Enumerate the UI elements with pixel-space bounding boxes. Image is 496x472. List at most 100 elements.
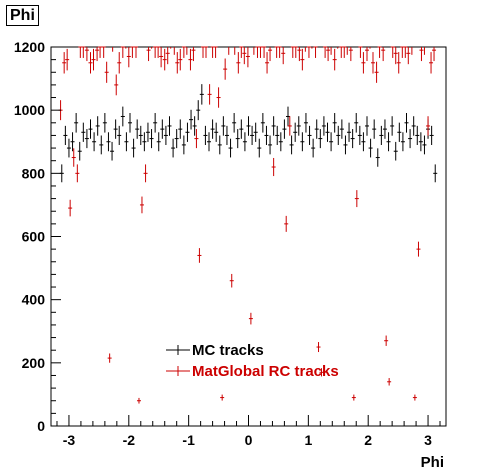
mc-tracks-point: [415, 125, 420, 146]
mc-tracks-point: [99, 135, 104, 155]
mc-tracks-point: [156, 132, 161, 152]
matglobal-rc-tracks-point: [236, 52, 241, 74]
matglobal-rc-tracks-point: [316, 342, 321, 353]
mc-tracks-point: [84, 129, 89, 149]
matglobal-rc-tracks-point: [374, 61, 379, 83]
matglobal-rc-tracks-point: [287, 116, 292, 136]
mc-tracks-point: [296, 116, 301, 136]
mc-tracks-point: [66, 138, 71, 158]
matglobal-rc-tracks-point: [403, 46, 408, 58]
y-tick-label: 1000: [14, 102, 45, 118]
matglobal-rc-tracks-point: [419, 47, 424, 62]
mc-tracks-point: [160, 119, 165, 139]
mc-tracks-point: [113, 119, 118, 139]
mc-tracks-point: [239, 119, 244, 139]
mc-tracks-point: [77, 141, 82, 161]
mc-tracks-point: [404, 113, 409, 133]
mc-tracks-point: [210, 119, 215, 139]
matglobal-rc-tracks-point: [377, 46, 382, 58]
x-tick-label: 2: [364, 432, 372, 448]
x-tick-label: 1: [304, 432, 312, 448]
matglobal-rc-tracks-point: [216, 87, 221, 108]
matglobal-rc-tracks-point: [114, 74, 119, 96]
mc-tracks-point: [268, 135, 273, 155]
matglobal-rc-tracks-point: [258, 46, 263, 58]
mc-tracks-point: [167, 116, 172, 136]
mc-tracks-point: [260, 113, 265, 133]
matglobal-rc-tracks-point: [159, 47, 164, 68]
mc-tracks-point: [343, 135, 348, 155]
matglobal-rc-tracks-point: [146, 47, 151, 62]
mc-tracks-point: [117, 125, 122, 146]
mc-tracks-point: [329, 132, 334, 152]
matglobal-rc-tracks-point: [348, 47, 353, 62]
mc-tracks-point: [228, 138, 233, 158]
mc-tracks-point: [95, 116, 100, 136]
matglobal-rc-tracks-point: [271, 157, 276, 177]
mc-tracks-point: [138, 125, 143, 146]
mc-tracks-point: [393, 141, 398, 161]
mc-tracks-point: [271, 116, 276, 136]
matglobal-rc-tracks-point: [265, 52, 270, 74]
matglobal-rc-tracks-point: [393, 47, 398, 65]
mc-tracks-point: [70, 132, 75, 152]
matglobal-rc-tracks-point: [162, 48, 167, 71]
matglobal-rc-tracks-point: [342, 46, 347, 58]
mc-tracks-point: [171, 138, 176, 158]
mc-tracks-point: [250, 125, 255, 146]
matglobal-rc-tracks-point: [306, 46, 311, 58]
mc-tracks-point: [124, 132, 129, 152]
mc-tracks-point: [433, 164, 438, 183]
matglobal-rc-tracks-point: [332, 48, 337, 71]
matglobal-rc-tracks-point: [104, 61, 109, 83]
matglobal-rc-tracks-point: [191, 47, 196, 62]
mc-tracks-point: [307, 125, 312, 146]
matglobal-rc-tracks-point: [429, 52, 434, 74]
matglobal-rc-tracks-point: [300, 48, 305, 71]
x-tick-label: 3: [424, 432, 432, 448]
legend-entry-matglobal-rc-tracks: MatGlobal RC tracks: [166, 363, 339, 380]
mc-tracks-point: [92, 132, 97, 152]
x-tick-label: -1: [182, 432, 195, 448]
matglobal-rc-tracks-point: [95, 47, 100, 62]
mc-tracks-point: [418, 132, 423, 152]
matglobal-rc-tracks-point: [213, 46, 218, 58]
matglobal-rc-tracks-point: [248, 312, 253, 325]
mc-tracks-point: [135, 119, 140, 139]
mc-tracks-point: [336, 125, 341, 146]
mc-tracks-point: [314, 119, 319, 139]
matglobal-rc-tracks-point: [207, 84, 212, 105]
matglobal-rc-tracks-point: [84, 47, 89, 62]
matglobal-rc-tracks-point: [416, 241, 421, 257]
mc-tracks-point: [357, 125, 362, 146]
matglobal-rc-tracks-point: [351, 394, 356, 401]
mc-tracks-point: [106, 132, 111, 152]
x-tick-label: -3: [63, 432, 76, 448]
matglobal-rc-tracks-point: [65, 48, 70, 71]
matglobal-rc-tracks-point: [365, 47, 369, 62]
matglobal-rc-tracks-point: [262, 46, 267, 58]
matglobal-rc-tracks-point: [156, 46, 161, 58]
matglobal-rc-tracks-point: [178, 48, 183, 71]
matglobal-rc-tracks-point: [390, 46, 395, 58]
mc-tracks-point: [382, 119, 387, 139]
mc-tracks-point: [217, 135, 222, 155]
mc-tracks-point: [74, 113, 79, 133]
mc-tracks-point: [429, 125, 434, 146]
mc-tracks-point: [350, 129, 355, 149]
matglobal-rc-tracks-point: [220, 394, 225, 401]
matglobal-rc-tracks-point: [354, 190, 359, 208]
mc-tracks-point: [375, 148, 380, 167]
y-tick-label: 400: [22, 292, 46, 308]
matglobal-rc-tracks-point: [361, 52, 366, 74]
mc-tracks-point: [181, 135, 186, 155]
matglobal-rc-tracks-point: [98, 46, 103, 58]
matglobal-rc-tracks-point: [313, 46, 318, 58]
matglobal-rc-tracks-point: [91, 48, 96, 71]
x-tick-label: 0: [245, 432, 253, 448]
mc-tracks-point: [178, 119, 183, 139]
mc-tracks-point: [325, 122, 330, 142]
matglobal-rc-tracks-point: [229, 273, 234, 288]
mc-tracks-point: [282, 119, 287, 139]
mc-tracks-point: [174, 129, 179, 149]
